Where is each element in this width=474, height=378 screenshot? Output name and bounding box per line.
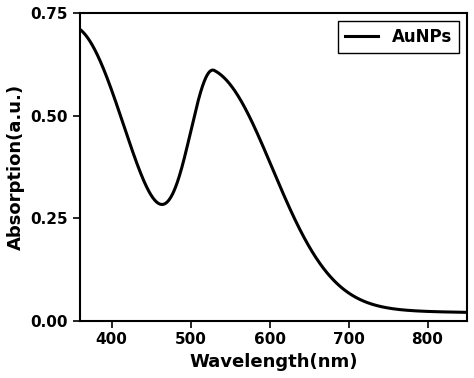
AuNPs <box>453 310 458 314</box>
X-axis label: Wavelength(nm): Wavelength(nm) <box>189 353 358 371</box>
Legend: AuNPs: AuNPs <box>338 21 459 53</box>
AuNPs <box>255 132 261 137</box>
AuNPs <box>382 305 388 310</box>
AuNPs <box>77 27 83 32</box>
AuNPs <box>464 310 470 314</box>
AuNPs <box>265 156 271 161</box>
Y-axis label: Absorption(a.u.): Absorption(a.u.) <box>7 84 25 250</box>
AuNPs <box>97 58 102 62</box>
AuNPs <box>453 310 459 314</box>
Line: AuNPs: AuNPs <box>80 29 467 312</box>
